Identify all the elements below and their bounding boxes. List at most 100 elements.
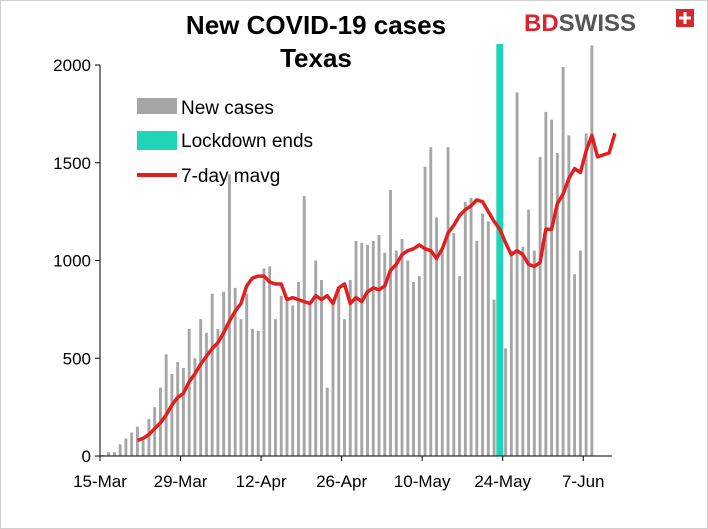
new-cases-bar [492, 299, 496, 456]
new-cases-bar [147, 418, 151, 456]
new-cases-bar [153, 407, 157, 456]
y-tick-label: 1000 [53, 252, 91, 271]
new-cases-bar [274, 319, 277, 456]
new-cases-bar [216, 328, 220, 456]
new-cases-bar [308, 303, 312, 456]
lockdown-marker [496, 44, 504, 456]
legend: New cases Lockdown ends 7-day mavg [137, 98, 313, 187]
new-cases-bar [279, 295, 283, 456]
new-cases-bar [314, 260, 318, 456]
new-cases-bar [112, 452, 116, 456]
new-cases-bar [204, 332, 208, 456]
new-cases-bar [297, 282, 300, 456]
new-cases-bar [325, 387, 329, 456]
new-cases-bar [348, 280, 352, 456]
new-cases-bar [331, 303, 335, 456]
new-cases-bar [107, 452, 111, 456]
new-cases-bar [532, 250, 536, 456]
x-tick-label: 10-May [394, 472, 451, 491]
new-cases-bar [406, 260, 410, 456]
new-cases-bar [124, 438, 128, 456]
new-cases-bar [475, 240, 479, 456]
lockdown-end-band [496, 44, 504, 456]
svg-text:BDSWISS: BDSWISS [524, 10, 636, 37]
new-cases-bars [101, 45, 594, 457]
new-cases-bar [366, 244, 369, 456]
legend-label-lockdown: Lockdown ends [181, 131, 313, 152]
new-cases-bar [135, 426, 139, 456]
new-cases-bar [268, 266, 272, 456]
new-cases-bar [452, 233, 456, 456]
new-cases-bar [239, 319, 243, 456]
x-tick-label: 15-Mar [73, 472, 127, 491]
new-cases-bar [423, 166, 427, 456]
y-tick-label: 1500 [53, 154, 91, 173]
new-cases-bar [550, 119, 554, 457]
new-cases-bar [371, 240, 375, 456]
new-cases-bar [417, 276, 421, 456]
new-cases-bar [141, 440, 145, 456]
new-cases-bar [181, 368, 185, 456]
new-cases-bar [193, 358, 197, 456]
new-cases-bar [210, 293, 214, 456]
new-cases-bar [343, 319, 346, 456]
legend-label-mavg: 7-day mavg [181, 166, 280, 187]
new-cases-bar [561, 66, 565, 456]
x-tick-label: 29-Mar [154, 472, 208, 491]
y-tick-label: 0 [82, 447, 91, 466]
new-cases-bar [400, 238, 404, 456]
new-cases-bar [164, 354, 168, 456]
new-cases-bar [538, 156, 542, 456]
new-cases-bar [578, 250, 582, 456]
x-tick-labels: 15-Mar 29-Mar 12-Apr 26-Apr 10-May 24-May 7-Ju… [73, 456, 605, 491]
new-cases-bar [337, 287, 341, 456]
new-cases-bar [527, 209, 531, 456]
legend-label-new-cases: New cases [181, 98, 274, 119]
new-cases-bar [515, 92, 519, 457]
new-cases-bar [320, 280, 323, 456]
new-cases-bar [584, 133, 588, 457]
y-tick-labels: 0 500 1000 1500 2000 [53, 56, 100, 466]
brand-part2: SWISS [559, 10, 636, 37]
new-cases-bar [233, 287, 237, 456]
new-cases-bar [285, 301, 289, 456]
new-cases-bar [291, 305, 295, 456]
new-cases-bar [389, 190, 392, 456]
new-cases-bar [567, 135, 571, 456]
new-cases-bar [130, 432, 134, 456]
new-cases-bar [486, 221, 490, 456]
x-tick-label: 7-Jun [562, 472, 605, 491]
new-cases-bar [176, 362, 180, 456]
new-cases-bar [555, 152, 559, 456]
new-cases-bar [481, 213, 484, 456]
new-cases-bar [463, 201, 467, 456]
bdswiss-logo: BDSWISS [524, 9, 694, 37]
new-cases-bar [262, 268, 266, 456]
new-cases-bar [256, 330, 260, 456]
new-cases-bar [170, 373, 174, 456]
new-cases-bar [302, 195, 306, 457]
new-cases-bar [412, 282, 415, 456]
new-cases-bar [222, 291, 226, 456]
new-cases-bar [360, 242, 364, 456]
new-cases-bar [469, 197, 473, 456]
new-cases-bar [446, 147, 450, 457]
new-cases-bar [590, 45, 594, 456]
new-cases-bar [544, 111, 548, 457]
new-cases-bar [354, 240, 358, 456]
brand-part1: BD [524, 10, 559, 37]
new-cases-bar [394, 250, 398, 456]
new-cases-bar [504, 348, 508, 456]
mavg-line [136, 132, 617, 443]
new-cases-bar [251, 328, 254, 456]
new-cases-bar [118, 444, 122, 456]
new-cases-bar [573, 274, 577, 456]
y-tick-label: 2000 [53, 56, 91, 75]
mavg-line-group [136, 132, 617, 443]
new-cases-bar [435, 217, 438, 456]
new-cases-bar [383, 252, 387, 456]
new-cases-bar [245, 293, 249, 456]
chart-title: New COVID-19 cases [186, 10, 446, 40]
